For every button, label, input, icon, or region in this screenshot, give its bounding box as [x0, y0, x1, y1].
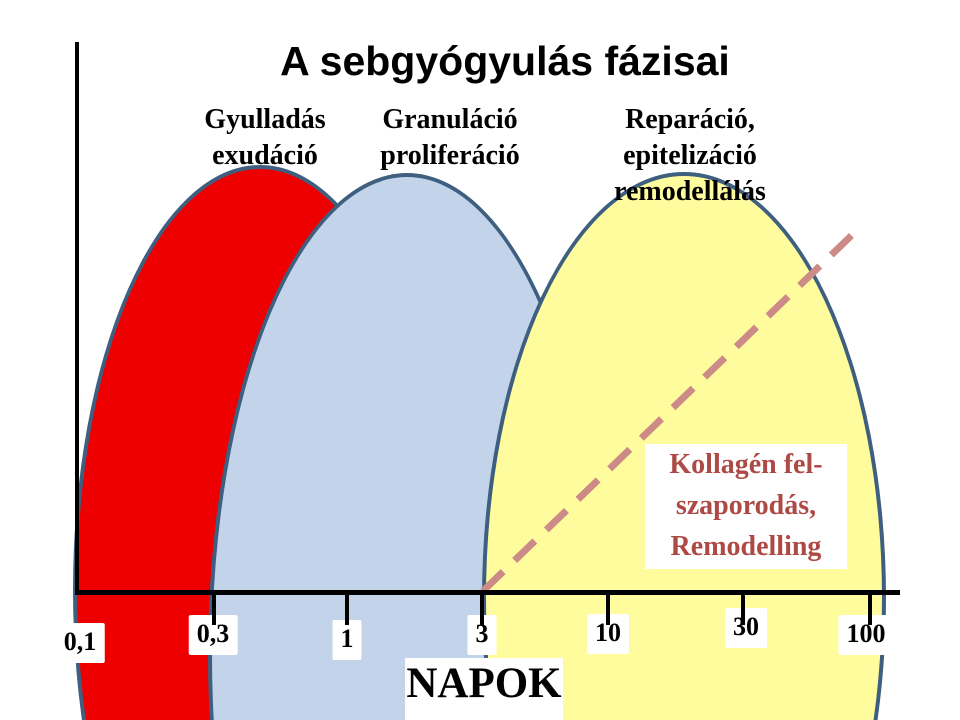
tick-label-30: 30 [725, 608, 767, 648]
tick-mark-100 [868, 592, 872, 625]
tick-label-1: 1 [332, 620, 362, 660]
x-axis-title: NAPOK [406, 660, 562, 707]
collagen-annotation: Kollagén fel- szaporodás, Remodelling [645, 444, 847, 569]
tick-mark-30 [741, 592, 745, 625]
tick-mark-1 [345, 592, 349, 625]
tick-label-3: 3 [467, 615, 497, 655]
phase-label-granulation: Granuláció proliferáció [380, 104, 520, 171]
tick-mark-10 [606, 592, 610, 625]
tick-label-10: 10 [587, 614, 629, 654]
phase-label-reparation: Reparáció, epitelizáció remodellálás [614, 104, 766, 207]
x-axis-title-box: NAPOK [405, 658, 563, 720]
tick-mark-3 [480, 592, 484, 625]
tick-mark-0-3 [212, 592, 216, 625]
x-axis [75, 590, 900, 595]
phase-label-inflammation: Gyulladás exudáció [204, 104, 326, 171]
slide-title: A sebgyógyulás fázisai [280, 38, 730, 84]
tick-label-0-1: 0,1 [55, 623, 105, 663]
y-axis [75, 42, 79, 595]
tick-label-100: 100 [838, 615, 894, 655]
